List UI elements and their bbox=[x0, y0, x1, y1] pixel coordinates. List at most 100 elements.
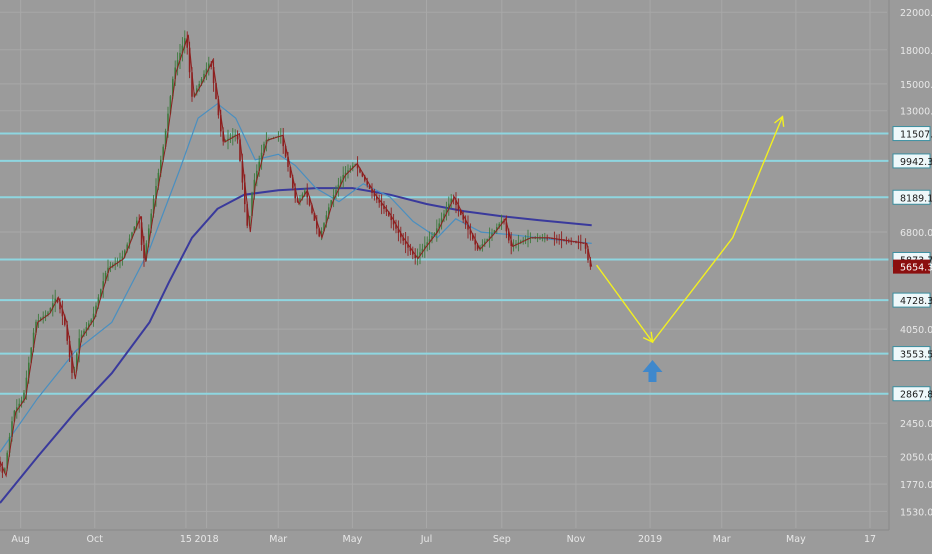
price-candle bbox=[515, 243, 517, 245]
price-candle bbox=[438, 223, 440, 229]
price-candle bbox=[248, 215, 251, 226]
price-candle bbox=[217, 99, 220, 116]
price-candle bbox=[198, 84, 200, 89]
price-candle bbox=[78, 338, 80, 354]
price-candle bbox=[524, 239, 527, 241]
price-candle bbox=[234, 134, 236, 137]
price-candle bbox=[404, 240, 407, 245]
price-candle bbox=[244, 182, 246, 205]
price-candle bbox=[508, 231, 510, 241]
price-candle bbox=[164, 130, 167, 147]
ma-long-line bbox=[0, 187, 592, 504]
y-tick-label: 4050.0 bbox=[900, 325, 932, 336]
price-candle bbox=[316, 220, 318, 229]
price-candle bbox=[215, 83, 217, 100]
price-candle bbox=[457, 205, 460, 210]
y-tick-badge bbox=[892, 189, 931, 205]
price-candle bbox=[356, 164, 359, 169]
price-candle bbox=[85, 327, 88, 331]
price-candle bbox=[25, 377, 28, 393]
price-candle bbox=[419, 252, 421, 256]
y-tick-label: 1530.0 bbox=[900, 507, 932, 518]
price-candle bbox=[462, 214, 464, 220]
price-candle bbox=[253, 179, 256, 194]
price-candle bbox=[241, 160, 244, 183]
price-candle bbox=[306, 190, 308, 198]
price-candle bbox=[68, 340, 71, 357]
price-candle bbox=[313, 212, 316, 221]
price-candle bbox=[162, 146, 164, 160]
price-candle bbox=[229, 137, 232, 139]
price-candle bbox=[347, 170, 349, 173]
price-candle bbox=[407, 244, 409, 248]
price-candle bbox=[445, 208, 448, 214]
y-tick-label: 5654.3 bbox=[900, 263, 932, 274]
price-candle bbox=[352, 165, 354, 168]
price-candle bbox=[500, 220, 503, 224]
x-tick-label: Sep bbox=[493, 534, 511, 545]
y-tick-label: 22000.0 bbox=[900, 8, 932, 19]
price-candle bbox=[455, 200, 457, 206]
price-candle bbox=[284, 146, 287, 157]
price-candle bbox=[436, 228, 438, 233]
price-candle bbox=[368, 184, 371, 189]
price-candle bbox=[133, 226, 136, 233]
price-candle bbox=[239, 139, 241, 161]
price-candle bbox=[263, 143, 265, 153]
projection-arrowhead-up bbox=[774, 115, 785, 127]
price-candle bbox=[152, 199, 155, 214]
price-candle bbox=[580, 242, 582, 244]
price-candle bbox=[136, 220, 138, 227]
price-candle bbox=[493, 230, 496, 234]
price-candle bbox=[289, 167, 292, 178]
price-candle bbox=[47, 312, 49, 315]
price-candle bbox=[203, 73, 205, 79]
price-candle bbox=[59, 302, 61, 310]
price-candle bbox=[61, 309, 64, 317]
price-candle bbox=[20, 400, 23, 404]
y-tick-label: 6800.0 bbox=[900, 228, 932, 239]
price-candle bbox=[589, 260, 592, 267]
price-candle bbox=[308, 197, 311, 206]
price-candle bbox=[23, 392, 25, 401]
price-candle bbox=[35, 321, 37, 333]
price-candle bbox=[330, 200, 332, 208]
price-candle bbox=[311, 205, 313, 213]
price-candle bbox=[172, 78, 174, 97]
price-candle bbox=[188, 47, 191, 73]
price-candle bbox=[409, 247, 412, 252]
price-candle bbox=[40, 318, 42, 321]
price-candle bbox=[1, 466, 4, 473]
price-candle bbox=[488, 236, 491, 239]
price-candle bbox=[510, 240, 512, 246]
price-candle bbox=[431, 236, 433, 240]
price-candle bbox=[472, 234, 474, 240]
y-tick-badge bbox=[892, 126, 931, 142]
price-candle bbox=[119, 259, 121, 262]
price-candle bbox=[100, 289, 102, 298]
price-candle bbox=[83, 330, 85, 335]
x-tick-label: May bbox=[343, 534, 363, 545]
price-candle bbox=[416, 255, 419, 259]
price-candle bbox=[440, 218, 443, 224]
price-candle bbox=[486, 238, 488, 242]
price-candle bbox=[414, 254, 416, 259]
price-candle bbox=[342, 174, 344, 180]
price-candle bbox=[160, 159, 162, 173]
price-candle bbox=[11, 421, 13, 437]
price-candle bbox=[464, 219, 467, 225]
price-candle bbox=[121, 256, 124, 260]
price-candle bbox=[328, 207, 330, 216]
x-tick-label: Aug bbox=[11, 534, 30, 545]
price-candle bbox=[294, 187, 296, 199]
price-candle bbox=[167, 113, 169, 131]
price-candle bbox=[380, 202, 383, 206]
price-candle bbox=[8, 436, 11, 453]
horizontal-levels bbox=[0, 132, 889, 395]
price-candle bbox=[66, 324, 68, 341]
price-line bbox=[0, 34, 593, 478]
price-candle bbox=[520, 241, 522, 243]
